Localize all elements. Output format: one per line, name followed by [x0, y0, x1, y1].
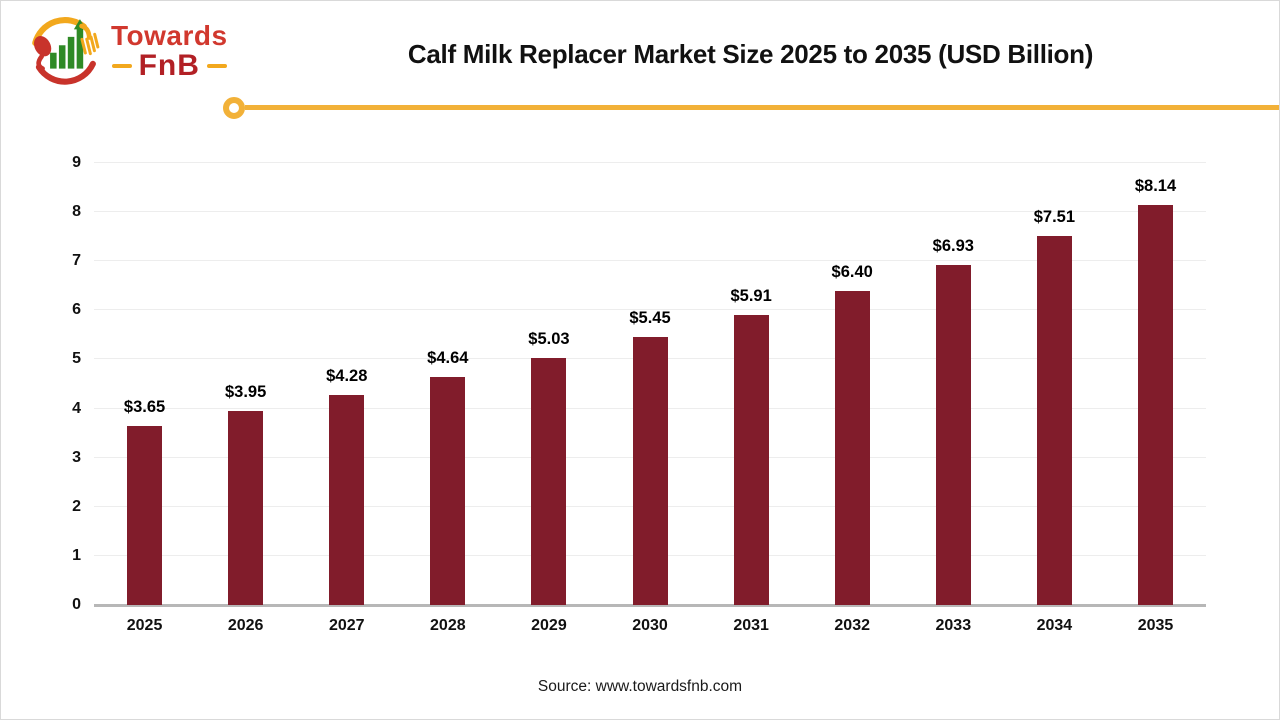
x-axis-label-2033: 2033: [935, 617, 972, 634]
towardsfnb-logo: Towards FnB: [23, 7, 228, 91]
bar-2025: [127, 425, 163, 605]
y-axis-tick-label-8: 8: [72, 203, 81, 221]
bar-2032: [834, 290, 870, 605]
bar-group-2030: $5.45: [599, 163, 700, 605]
y-axis: 0 1 2 3 4 5 6 7 8 9: [39, 155, 81, 613]
bar-value-label-2028: $4.64: [427, 349, 469, 368]
gridline-8: [94, 211, 1206, 213]
bar-value-label-2032: $6.40: [831, 262, 873, 281]
x-axis-label-2032: 2032: [834, 617, 870, 634]
gridline-9: [94, 162, 1206, 163]
y-axis-tick-label-0: 0: [72, 596, 81, 613]
bar-group-2025: $3.65: [94, 163, 195, 605]
y-axis-tick-label-9: 9: [72, 154, 81, 171]
title-underline: [245, 105, 1279, 110]
y-axis-tick-label-7: 7: [72, 252, 81, 270]
brand-name-towards: Towards: [111, 19, 228, 51]
bar-group-2031: $5.91: [701, 163, 802, 605]
brand-dash-right: [206, 64, 227, 69]
brand-name: Towards FnB: [111, 19, 228, 83]
bar-2026: [228, 411, 264, 605]
y-axis-tick-label-3: 3: [72, 448, 81, 466]
x-axis: 2025 2026 2027 2028 2029 2030 2031 2032 2033 2034…: [94, 617, 1206, 635]
bar-value-label-2033: $6.93: [932, 236, 974, 255]
x-axis-label-2030: 2030: [632, 617, 668, 634]
bar-2033: [935, 264, 971, 605]
bar-2031: [733, 314, 769, 605]
bar-value-label-2035: $8.14: [1134, 177, 1177, 196]
y-axis-tick-label-2: 2: [72, 497, 81, 515]
chart-title: Calf Milk Replacer Market Size 2025 to 2…: [407, 39, 1094, 69]
bar-2028: [430, 377, 466, 605]
fork-icon: [79, 23, 100, 56]
source-text: Source: www.towardsfnb.com: [537, 678, 743, 695]
x-axis-label-2034: 2034: [1036, 617, 1073, 634]
divider-ring-icon: [223, 97, 245, 119]
y-axis-tick-label-4: 4: [72, 399, 81, 417]
bar-2029: [531, 357, 567, 605]
bar-group-2033: $6.93: [903, 163, 1004, 605]
bar-value-label-2026: $3.95: [224, 383, 267, 402]
y-axis-tick-label-1: 1: [72, 546, 81, 564]
bar-chart-plot-area: $3.65 $3.95 $4.28 $4.64 $5.03 $5.45 $5.91 $6.40…: [94, 162, 1206, 607]
spoon-icon: [33, 36, 52, 57]
bar-2027: [329, 394, 365, 605]
gridline-6: [94, 309, 1206, 311]
bar-value-label-2029: $5.03: [528, 329, 570, 348]
bar-group-2035: $8.14: [1105, 163, 1206, 605]
bar-group-2026: $3.95: [195, 163, 296, 605]
bar-value-label-2031: $5.91: [730, 286, 772, 305]
y-axis-tick-label-6: 6: [72, 301, 81, 319]
bar-series: $3.65 $3.95 $4.28 $4.64 $5.03 $5.45 $5.91 $6.40…: [94, 163, 1206, 605]
bar-value-label-2025: $3.65: [123, 397, 166, 416]
towardsfnb-logo-icon: [32, 17, 100, 85]
x-axis-label-2029: 2029: [531, 617, 567, 634]
bar-value-label-2030: $5.45: [629, 309, 671, 328]
gridline-7: [94, 260, 1206, 262]
bar-2035: [1137, 205, 1173, 605]
x-axis-label-2027: 2027: [328, 617, 365, 634]
bar-group-2027: $4.28: [296, 163, 397, 605]
bar-group-2032: $6.40: [802, 163, 903, 605]
bar-value-label-2027: $4.28: [326, 366, 368, 385]
y-axis-tick-label-5: 5: [72, 350, 81, 368]
brand-dash-left: [111, 64, 132, 69]
bar-group-2034: $7.51: [1004, 163, 1105, 605]
bar-group-2029: $5.03: [498, 163, 599, 605]
x-axis-baseline: [94, 604, 1206, 607]
bar-group-2028: $4.64: [397, 163, 498, 605]
brand-name-fnb: FnB: [138, 49, 200, 83]
bar-2034: [1036, 236, 1072, 605]
x-axis-label-2026: 2026: [227, 617, 264, 634]
bar-2030: [632, 337, 668, 605]
x-axis-label-2035: 2035: [1137, 617, 1174, 634]
x-axis-label-2025: 2025: [126, 617, 163, 634]
x-axis-label-2028: 2028: [430, 617, 466, 634]
bar-value-label-2034: $7.51: [1033, 208, 1076, 227]
x-axis-label-2031: 2031: [733, 617, 769, 634]
